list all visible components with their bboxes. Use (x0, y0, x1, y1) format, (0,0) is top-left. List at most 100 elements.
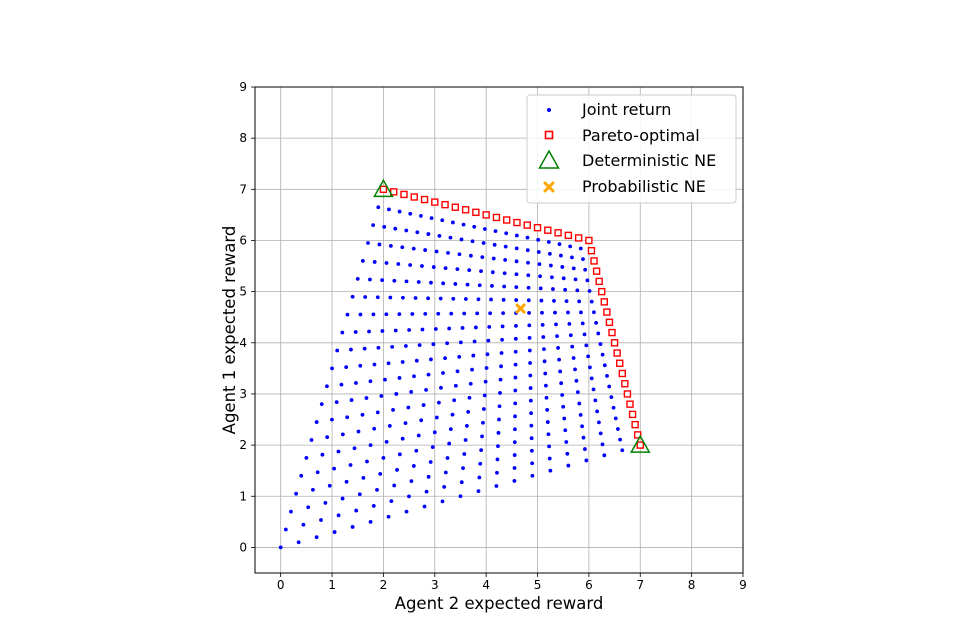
pareto-optimal-point (420, 195, 429, 204)
joint-return-point (404, 279, 409, 284)
joint-return-point (600, 352, 605, 357)
pareto-optimal-point (613, 349, 621, 357)
joint-return-point (486, 338, 491, 343)
joint-return-point (415, 230, 420, 235)
joint-return-point (499, 351, 504, 355)
joint-return-point (479, 269, 483, 274)
joint-return-point (468, 381, 473, 386)
pareto-optimal-point (441, 200, 449, 209)
joint-return-point (502, 284, 507, 289)
pareto-optimal-point (610, 339, 619, 347)
joint-return-point (494, 484, 499, 488)
joint-return-point (586, 354, 591, 359)
joint-return-point (433, 327, 438, 331)
legend: Joint return Pareto-optimal Deterministi… (526, 94, 737, 204)
joint-return-point (577, 299, 582, 304)
joint-return-point (350, 294, 355, 299)
joint-return-point (503, 258, 508, 262)
joint-return-point (403, 344, 408, 348)
joint-return-point (354, 381, 358, 385)
joint-return-point (526, 260, 530, 265)
joint-return-point (484, 366, 489, 370)
joint-return-point (375, 295, 380, 300)
joint-return-point (304, 455, 309, 460)
joint-return-point (546, 240, 551, 244)
joint-return-point (432, 430, 437, 435)
joint-return-point (589, 299, 594, 304)
joint-return-point (382, 225, 387, 229)
joint-return-point (476, 297, 481, 302)
joint-return-point (419, 214, 423, 218)
joint-return-point (441, 281, 446, 286)
joint-return-point (441, 371, 445, 375)
joint-return-point (583, 267, 588, 272)
joint-return-point (566, 310, 570, 315)
x-tick-label: 0 (277, 578, 285, 592)
joint-return-point (561, 404, 566, 409)
joint-return-point (525, 248, 530, 253)
joint-return-point (589, 376, 594, 381)
data-points (278, 178, 651, 550)
joint-return-point (360, 412, 365, 417)
joint-return-point (314, 535, 319, 540)
joint-return-point (453, 383, 458, 388)
joint-return-point (414, 448, 419, 453)
joint-return-point (583, 447, 587, 451)
joint-return-point (527, 310, 531, 315)
pareto-optimal-point (605, 318, 614, 327)
joint-return-point (296, 540, 301, 545)
joint-return-point (375, 487, 379, 492)
joint-return-point (562, 416, 567, 421)
joint-return-point (360, 259, 365, 263)
joint-return-point (414, 358, 419, 363)
joint-return-point (561, 276, 566, 281)
joint-return-point (528, 398, 533, 403)
joint-return-point (319, 402, 324, 407)
joint-return-point (319, 518, 323, 522)
joint-return-point (357, 492, 362, 497)
joint-return-point (504, 231, 509, 236)
joint-return-point (393, 328, 398, 333)
joint-return-point (434, 249, 439, 254)
joint-return-point (315, 470, 320, 475)
x-tick-label: 6 (585, 578, 593, 592)
joint-return-point (396, 262, 401, 266)
joint-return-point (397, 209, 402, 214)
joint-return-point (278, 545, 283, 550)
joint-return-point (403, 421, 408, 426)
pareto-optimal-point (621, 380, 629, 388)
pareto-optimal-point (533, 223, 542, 232)
joint-return-point (467, 395, 472, 400)
joint-return-point (512, 440, 517, 445)
joint-return-point (392, 278, 397, 283)
joint-return-point (542, 359, 547, 364)
joint-return-point (550, 275, 554, 280)
joint-return-point (579, 310, 583, 315)
x-tick-label: 9 (739, 578, 747, 592)
joint-return-point (564, 440, 569, 444)
joint-return-point (388, 295, 393, 300)
joint-return-point (481, 420, 485, 425)
pareto-optimal-point (400, 190, 408, 199)
joint-return-point (336, 449, 341, 454)
x-tick-label: 8 (688, 578, 696, 592)
joint-return-point (422, 504, 427, 509)
joint-return-point (554, 322, 558, 327)
joint-return-point (566, 463, 571, 468)
joint-return-point (397, 312, 402, 317)
joint-return-point (553, 310, 557, 315)
joint-return-point (581, 435, 586, 440)
joint-return-point (558, 253, 563, 258)
joint-return-point (431, 342, 436, 347)
joint-return-point (423, 311, 428, 316)
joint-return-point (565, 451, 570, 456)
probabilistic-ne-point (515, 303, 526, 314)
pareto-optimal-point (587, 247, 596, 255)
joint-return-point (593, 398, 598, 403)
joint-return-point (323, 501, 328, 505)
joint-return-point (430, 445, 435, 450)
joint-return-point (543, 383, 548, 388)
joint-return-point (485, 352, 490, 357)
joint-return-point (397, 452, 402, 457)
joint-return-point (404, 228, 409, 233)
